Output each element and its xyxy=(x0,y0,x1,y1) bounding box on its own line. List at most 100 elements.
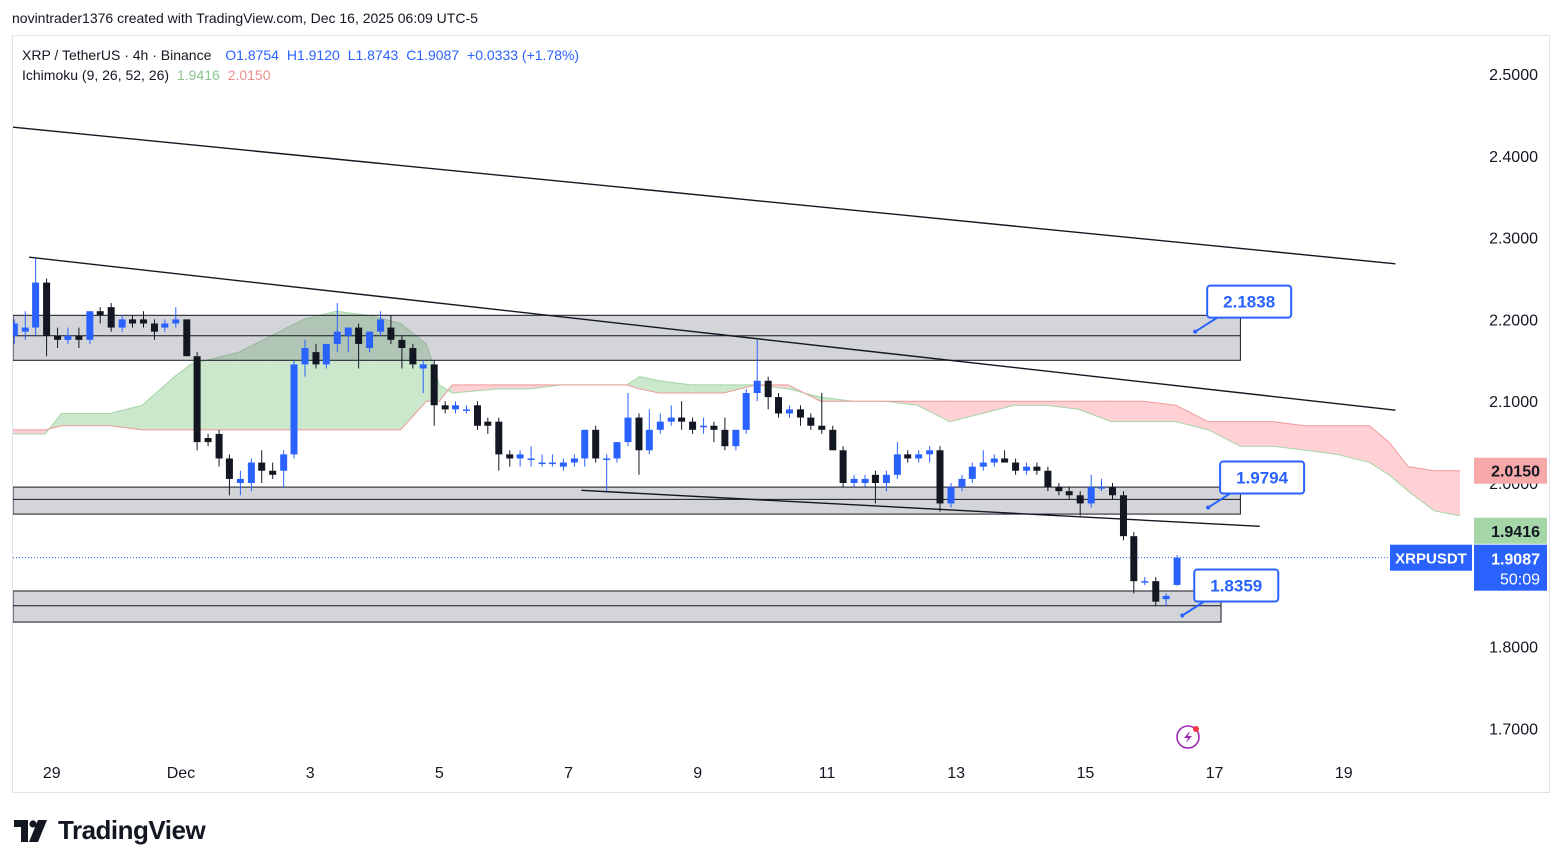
chart-frame[interactable] xyxy=(12,35,1550,793)
symbol-tag: XRPUSDT xyxy=(1395,551,1467,568)
candle-body xyxy=(936,450,944,504)
callout-anchor xyxy=(1206,505,1211,510)
candle-body xyxy=(1098,487,1106,489)
candle-body xyxy=(721,429,729,447)
candle-body xyxy=(366,331,374,349)
candle-body xyxy=(387,327,395,340)
legend-close: C1.9087 xyxy=(406,47,460,63)
x-tick-label: 3 xyxy=(306,765,315,782)
candle-body xyxy=(732,429,740,447)
candle-body xyxy=(322,343,330,365)
cloud-segment xyxy=(303,311,336,430)
candlestick-series xyxy=(13,258,1181,606)
callout-pointer xyxy=(1207,492,1231,509)
candle-body xyxy=(312,352,320,365)
candle-body xyxy=(344,327,352,336)
trendline xyxy=(13,126,1396,265)
candle-body xyxy=(656,421,664,430)
candle-body xyxy=(958,478,966,488)
bar-countdown: 50:09 xyxy=(1500,572,1540,589)
candle-body xyxy=(839,450,847,483)
candle-body xyxy=(710,425,718,430)
time-axis: 29 Dec 3 5 7 9 11 13 15 17 19 xyxy=(43,765,1353,782)
candle-body xyxy=(882,474,890,483)
candle-body xyxy=(753,380,761,394)
candle-body xyxy=(689,421,697,430)
symbol-title[interactable]: XRP / TetherUS · 4h · Binance xyxy=(22,47,212,63)
cloud-segment xyxy=(497,384,530,389)
cloud-segment xyxy=(1078,401,1112,422)
candle-body xyxy=(183,319,191,357)
span-b-line xyxy=(13,384,1461,472)
tradingview-logo-icon xyxy=(14,819,47,842)
y-tick-label: 2.2000 xyxy=(1489,312,1538,329)
candle-body xyxy=(968,466,976,479)
zone-box xyxy=(13,314,1241,361)
x-tick-label: 7 xyxy=(564,765,573,782)
zone-box xyxy=(13,486,1241,515)
tradingview-logo[interactable]: TradingView xyxy=(14,815,206,846)
candle-body xyxy=(1152,581,1160,602)
candle-body xyxy=(1130,536,1138,582)
last-price-tag: 1.9087 xyxy=(1491,552,1540,569)
cloud-segment xyxy=(917,401,950,422)
y-tick-label: 2.5000 xyxy=(1489,67,1538,84)
candle-body xyxy=(1076,495,1084,504)
cloud-segment xyxy=(1337,425,1370,463)
candle-body xyxy=(581,429,589,459)
candle-body xyxy=(225,458,233,479)
candle-body xyxy=(32,282,40,328)
candle-body xyxy=(516,454,524,459)
candle-body xyxy=(430,364,438,406)
candle-body xyxy=(398,339,406,349)
candle-body xyxy=(1141,581,1149,583)
candle-body xyxy=(258,462,266,471)
cloud-segment xyxy=(400,323,427,430)
cloud-segment xyxy=(61,413,110,426)
callout-label: 2.1838 xyxy=(1223,293,1275,312)
candle-body xyxy=(21,327,29,332)
y-tick-label: 2.3000 xyxy=(1489,231,1538,248)
cloud-segment xyxy=(13,429,46,434)
candle-body xyxy=(473,405,481,426)
indicator-value-a: 1.9416 xyxy=(176,67,220,83)
candle-body xyxy=(419,364,427,369)
candle-body xyxy=(538,462,546,465)
candle-body xyxy=(592,429,600,459)
candle-body xyxy=(667,417,675,422)
y-tick-label: 2.4000 xyxy=(1489,149,1538,166)
candle-body xyxy=(624,417,632,443)
price-callouts: 2.1838 1.9794 1.8359 xyxy=(1180,284,1306,618)
legend-change: +0.0333 (+1.78%) xyxy=(467,47,580,63)
cloud-segment xyxy=(142,376,175,430)
candle-body xyxy=(301,348,309,365)
candle-body xyxy=(764,380,772,398)
x-tick-label: Dec xyxy=(167,765,195,782)
span-a-price-tag: 1.9416 xyxy=(1491,524,1540,541)
candle-body xyxy=(290,364,298,455)
candle-body xyxy=(506,454,514,459)
candle-body xyxy=(775,397,783,414)
x-tick-label: 19 xyxy=(1335,765,1353,782)
candle-body xyxy=(118,319,126,328)
span-b-price-tag-bg xyxy=(1474,457,1547,484)
alert-bolt-icon[interactable] xyxy=(1176,725,1200,749)
candle-body xyxy=(850,478,858,483)
candle-body xyxy=(280,454,288,471)
candle-body xyxy=(96,311,104,316)
candle-body xyxy=(409,348,417,365)
candle-body xyxy=(43,282,51,336)
x-tick-label: 5 xyxy=(435,765,444,782)
candle-body xyxy=(75,335,83,340)
x-tick-label: 17 xyxy=(1206,765,1224,782)
indicator-title[interactable]: Ichimoku (9, 26, 52, 26) xyxy=(22,67,170,83)
trendline xyxy=(581,489,1260,528)
candle-body xyxy=(107,307,115,328)
cloud-segment xyxy=(1143,401,1176,422)
candle-body xyxy=(333,331,341,344)
candle-body xyxy=(13,323,18,336)
candle-body xyxy=(807,417,815,426)
candle-body xyxy=(947,487,955,504)
x-tick-label: 29 xyxy=(43,765,61,782)
